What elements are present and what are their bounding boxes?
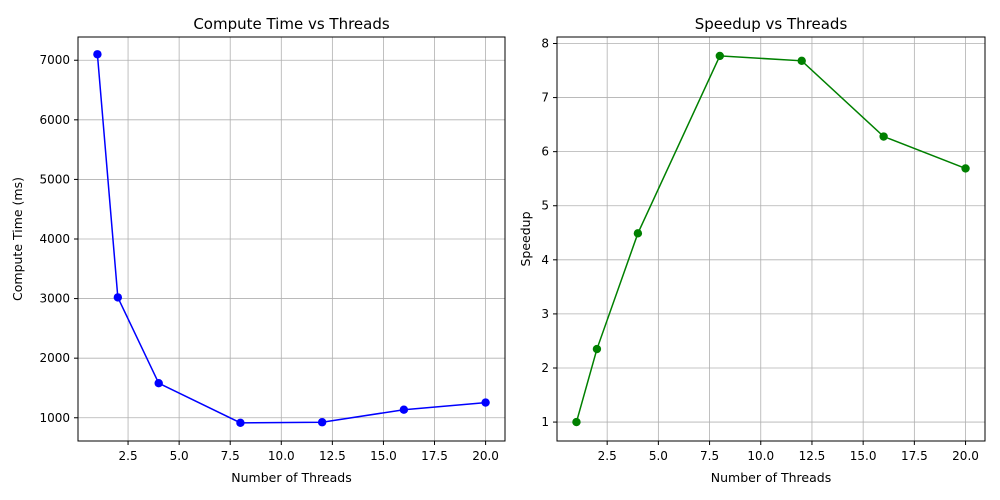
chart-title: Compute Time vs Threads [193,15,390,33]
y-tick-label: 6 [541,145,549,159]
series-line [575,55,966,423]
chart-title: Speedup vs Threads [695,15,848,33]
data-point [961,164,970,173]
x-tick-label: 12.5 [319,449,346,463]
data-point [236,418,245,428]
x-axis-label: Number of Threads [711,470,831,485]
y-tick-label: 2000 [39,351,70,365]
data-point [592,344,602,354]
axes: 2.5 5.0 7.5 10.0 12.5 15.0 17.5 20.0 1 2 3 4 5 6 7 8 [541,36,986,463]
x-tick-label: 5.0 [170,449,189,463]
y-tick-label: 6000 [39,113,70,127]
y-tick-label: 4000 [39,232,70,246]
plot-frame [77,36,506,442]
y-tick-label: 4 [541,253,549,267]
x-tick-label: 15.0 [850,449,877,463]
y-tick-label: 7000 [39,53,70,67]
y-tick-label: 8 [541,36,549,50]
axes: 2.5 5.0 7.5 10.0 12.5 15.0 17.5 20.0 1000 2000 300… [39,36,506,463]
speedup-chart: Speedup vs Threads Number of Threads Spe… [518,15,986,485]
x-tick-label: 5.0 [649,449,668,463]
y-tick-label: 1000 [39,411,70,425]
data-point [399,405,409,414]
x-tick-label: 10.0 [747,449,774,463]
data-point [797,56,806,65]
x-tick-label: 7.5 [221,449,240,463]
data-point [879,132,888,141]
grid [78,37,505,441]
x-tick-label: 2.5 [119,449,138,463]
grid [557,37,985,441]
y-tick-label: 5000 [39,172,70,186]
data-point [633,229,643,238]
x-tick-label: 20.0 [472,449,499,463]
y-axis-label: Speedup [518,211,533,266]
y-tick-label: 5 [541,199,549,213]
x-tick-label: 15.0 [370,449,397,463]
x-axis-label: Number of Threads [231,470,351,485]
series-line [96,54,486,424]
data-point [317,418,327,427]
data-point [154,379,163,388]
x-tick-label: 2.5 [598,449,617,463]
y-tick-label: 7 [541,91,549,105]
data-point [715,51,725,61]
x-tick-label: 10.0 [268,449,295,463]
compute-time-chart: Compute Time vs Threads Number of Thread… [10,15,506,485]
x-tick-label: 12.5 [799,449,826,463]
y-tick-label: 1 [541,415,549,429]
y-tick-label: 3000 [39,292,70,306]
data-point [572,417,581,427]
x-tick-label: 20.0 [952,449,979,463]
data-point [93,50,102,59]
x-tick-label: 7.5 [700,449,719,463]
x-tick-label: 17.5 [421,449,448,463]
data-point [113,293,123,302]
y-axis-label: Compute Time (ms) [10,177,25,301]
y-tick-label: 2 [541,361,549,375]
data-point [481,398,490,407]
y-tick-label: 3 [541,307,549,321]
x-tick-label: 17.5 [901,449,928,463]
plot-frame [556,36,986,442]
